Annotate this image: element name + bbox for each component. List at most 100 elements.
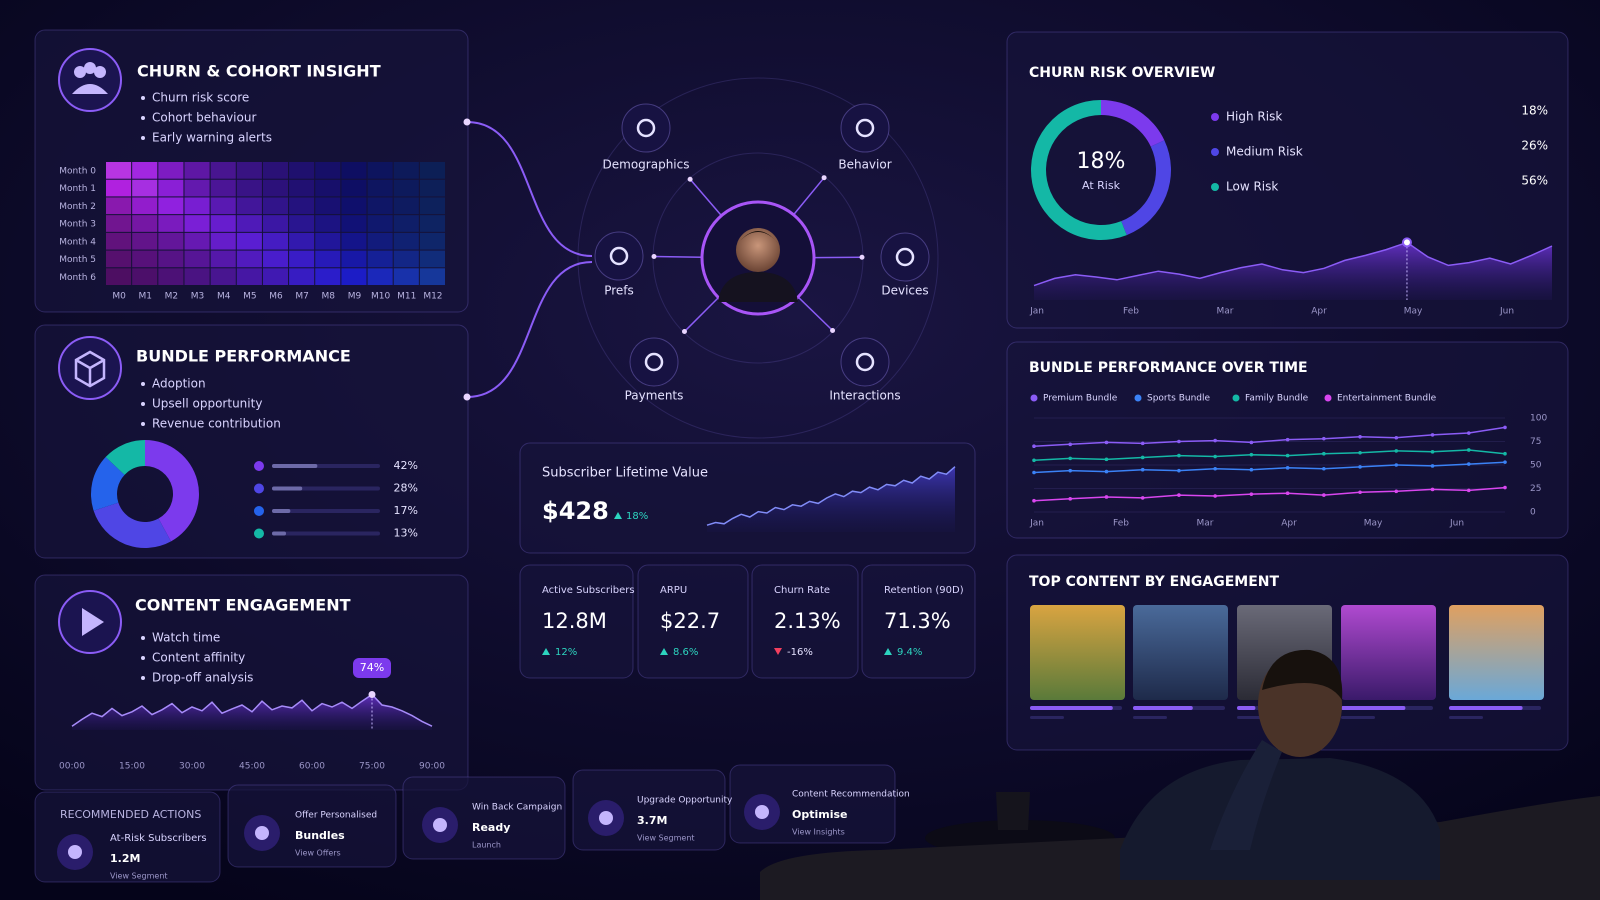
kpi-value: 71.3%	[884, 609, 951, 633]
col-label: M12	[423, 292, 442, 302]
bullet	[141, 382, 145, 386]
bar-track	[272, 531, 380, 536]
series-point	[1285, 437, 1290, 442]
panel-title: TOP CONTENT BY ENGAGEMENT	[1029, 574, 1280, 590]
action-title: Content Recommendation	[792, 790, 910, 800]
heatmap-cell	[341, 232, 367, 250]
heatmap-cell	[262, 162, 289, 179]
series-point	[1322, 436, 1326, 441]
bullet	[141, 96, 145, 100]
y-tick-label: 0	[1530, 508, 1536, 518]
heatmap-cell	[393, 268, 419, 285]
kpi-label: Active Subscribers	[542, 585, 635, 596]
kpi-value: 2.13%	[774, 609, 841, 633]
donut-segment	[105, 440, 145, 475]
row-label: Month 6	[59, 273, 96, 283]
heatmap-cell	[236, 232, 262, 250]
series-point	[1430, 464, 1435, 468]
heatmap-cell	[393, 232, 419, 250]
heatmap-cell	[341, 215, 367, 232]
heatmap-cell	[393, 197, 419, 215]
heatmap-cell	[106, 179, 132, 197]
legend-label: Family Bundle	[1245, 394, 1309, 404]
connector-dot	[463, 393, 471, 401]
heatmap-cell	[367, 232, 393, 250]
heatmap-cell	[315, 162, 341, 179]
heatmap-cell	[184, 250, 210, 268]
ltv-title: Subscriber Lifetime Value	[542, 466, 708, 481]
heatmap-cell	[132, 197, 158, 215]
x-tick-label: 00:00	[59, 762, 85, 772]
avatar-hair	[736, 231, 780, 246]
donut-segment	[1030, 100, 1127, 241]
series-point	[1104, 469, 1109, 474]
bullet	[141, 656, 145, 660]
avatar-head	[736, 228, 780, 272]
progress-bar	[1030, 706, 1113, 710]
heatmap-cell	[106, 215, 132, 232]
heatmap-cell	[367, 215, 393, 232]
node-glyph	[855, 118, 875, 138]
x-tick-label: 15:00	[119, 762, 145, 772]
actions-title: RECOMMENDED ACTIONS	[60, 808, 201, 821]
action-title: Upgrade Opportunity	[637, 796, 733, 806]
series-point	[1104, 440, 1109, 445]
row-label: Month 1	[59, 184, 96, 194]
x-tick-label: May	[1404, 307, 1423, 317]
col-label: M5	[243, 292, 257, 302]
progress-sub	[1449, 716, 1483, 719]
panel-title: CHURN RISK OVERVIEW	[1029, 65, 1215, 81]
series-point	[1249, 467, 1254, 472]
icon-glyph	[74, 350, 106, 388]
risk-marker	[1401, 237, 1412, 248]
series-point	[1466, 488, 1471, 493]
connector	[466, 121, 593, 257]
col-label: M0	[112, 292, 126, 302]
heatmap-cell	[106, 162, 132, 179]
heatmap-cell	[262, 215, 289, 232]
panel-title: CHURN & COHORT INSIGHT	[137, 62, 381, 81]
x-tick-label: Mar	[1197, 519, 1214, 529]
x-tick-label: Jun	[1499, 307, 1514, 317]
heatmap-cell	[184, 162, 210, 179]
col-label: M8	[322, 292, 336, 302]
row-label: Month 3	[59, 220, 96, 230]
node-label: Prefs	[604, 284, 634, 298]
content-thumbnail	[1341, 605, 1436, 700]
heatmap-cell	[106, 250, 132, 268]
bullet	[141, 422, 145, 426]
bar-track	[272, 509, 380, 513]
series-point	[1322, 466, 1326, 471]
heatmap-cell	[132, 250, 158, 268]
heatmap-cell	[210, 232, 236, 250]
kpi-card	[519, 564, 634, 679]
spoke	[793, 177, 825, 216]
bullet-text: Upsell opportunity	[152, 397, 262, 411]
action-link[interactable]: View Offers	[295, 849, 341, 858]
action-link[interactable]: View Segment	[637, 834, 695, 843]
progress-sub	[1341, 716, 1375, 719]
icon-glyph	[72, 84, 108, 94]
heatmap-cell	[210, 215, 236, 232]
action-link[interactable]: View Insights	[792, 828, 845, 837]
heatmap-cell	[419, 215, 445, 232]
spoke	[797, 296, 834, 332]
node-glyph	[636, 118, 656, 138]
series-point	[1503, 460, 1507, 464]
col-label: M6	[269, 292, 283, 302]
x-tick-label: 90:00	[419, 762, 445, 772]
node-label: Behavior	[838, 158, 891, 172]
node-glyph	[855, 352, 875, 372]
action-link[interactable]: Launch	[472, 841, 501, 850]
kpi-label: ARPU	[660, 585, 687, 596]
heatmap-cell	[367, 268, 393, 285]
heatmap-cell	[367, 162, 393, 179]
action-value: Bundles	[295, 829, 345, 842]
action-link[interactable]: View Segment	[110, 872, 168, 881]
legend-label: High Risk	[1226, 110, 1282, 124]
series-point	[1249, 492, 1254, 496]
heatmap-cell	[210, 179, 236, 197]
series-point	[1503, 425, 1507, 430]
series-point	[1358, 435, 1362, 439]
legend-label: Premium Bundle	[1043, 394, 1118, 404]
